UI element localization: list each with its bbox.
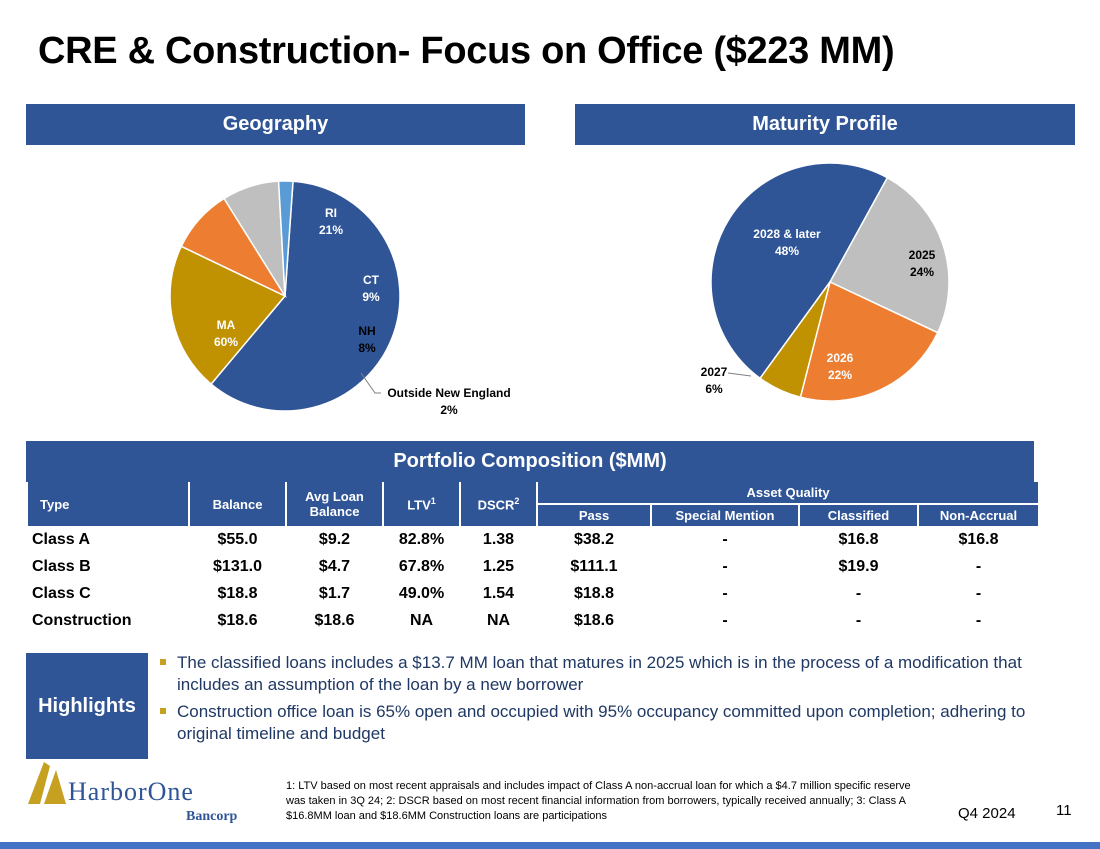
pie-leader-line [727,372,752,377]
table-cell-pass: $111.1 [570,557,618,575]
pie-label-value: 9% [362,290,380,304]
table-cell-balance: $18.8 [217,584,258,602]
col-dscr: DSCR2 [461,482,536,526]
table-cell-dscr: 1.38 [482,530,515,548]
table-cell-dscr: 1.54 [482,584,515,602]
pie-slice-outside-new-england [277,180,294,297]
bullet-square-icon [160,659,166,665]
table-row: Class B $131.0 $4.7 67.8% 1.25 $111.1 - $19.9 - [28,553,1038,580]
table-row: Class A $55.0 $9.2 82.8% 1.38 $38.2 - $16.8 $16.… [28,526,1038,553]
table-cell-type: Construction [32,611,132,629]
pie-label-name: RI [325,206,337,220]
pie-label-name: MA [217,318,236,332]
col-asset-quality: Asset Quality [538,482,1039,505]
table-cell-dscr: 1.25 [482,557,515,575]
table-cell-avg: $4.7 [318,557,351,575]
col-type: Type [28,482,188,526]
table-cell-avg: $1.7 [318,584,351,602]
table-cell-pass: $38.2 [573,530,615,548]
pie-slice-2027 [759,281,831,399]
pie-slice-ma [210,180,401,412]
col-avg-loan: Avg Loan Balance [287,482,382,526]
col-pass: Pass [538,505,650,526]
col-ltv: LTV1 [384,482,459,526]
table-cell-ltv: NA [409,611,434,629]
col-classified: Classified [800,505,917,526]
pie-label-value: 21% [319,223,343,237]
table-cell-nonaccrual: $16.8 [958,530,999,548]
pie-label-value: 2% [440,403,458,417]
table-cell-ltv: 82.8% [398,530,445,548]
table-cell-nonaccrual: - [975,557,982,575]
table-cell-type: Class C [32,584,91,602]
table-cell-type: Class B [32,557,91,575]
table-cell-nonaccrual: - [975,611,982,629]
pie-label-value: 24% [910,265,934,279]
page-title: CRE & Construction- Focus on Office ($22… [38,30,895,72]
table-cell-classified: - [855,611,862,629]
table-cell-ltv: 49.0% [398,584,445,602]
pie-label-value: 48% [775,244,799,258]
portfolio-header: Portfolio Composition ($MM) [26,441,1034,482]
col-non-accrual: Non-Accrual [919,505,1039,526]
pie-label-name: NH [358,324,375,338]
maturity-pie-chart: 2028 & later 48% 2025 24% 2026 22% 2027 6% [690,155,980,420]
table-cell-ltv: 67.8% [398,557,445,575]
table-cell-classified: $16.8 [838,530,879,548]
pie-slice-2028-later [710,162,889,380]
table-cell-pass: $18.8 [573,584,615,602]
bottom-bar [0,842,1100,849]
table-cell-classified: $19.9 [838,557,879,575]
highlight-item: Construction office loan is 65% open and… [160,701,1040,745]
pie-label-name: 2026 [827,351,854,365]
highlights-label: Highlights [26,653,148,759]
pie-slice-ri [169,245,287,386]
pie-slice-2025 [828,176,950,334]
highlights-list: The classified loans includes a $13.7 MM… [160,652,1040,750]
highlight-item: The classified loans includes a $13.7 MM… [160,652,1040,696]
pie-label-name: 2028 & later [753,227,821,241]
col-balance: Balance [190,482,285,526]
table-cell-special: - [722,530,728,548]
pie-label-value: 8% [358,341,376,355]
table-cell-special: - [722,557,728,575]
table-cell-pass: $18.6 [573,611,615,629]
pie-slice-2026 [799,280,939,402]
svg-text:HarborOne: HarborOne [68,777,194,806]
pie-label-name: Outside New England [387,386,510,400]
pie-label-value: 6% [705,382,723,396]
portfolio-table: Type Balance Avg Loan Balance LTV1 DSCR2… [26,482,1040,634]
pie-label-value: 60% [214,335,238,349]
bullet-square-icon [160,708,166,714]
table-cell-avg: $9.2 [318,530,351,548]
table-cell-classified: - [855,584,862,602]
table-cell-balance: $131.0 [213,557,262,575]
pie-label-name: 2027 [701,365,728,379]
table-row: Construction $18.6 $18.6 NA NA $18.6 - - - [28,607,1038,634]
table-row: Class C $18.8 $1.7 49.0% 1.54 $18.8 - - - [28,580,1038,607]
geography-pie-chart: MA 60% RI 21% CT 9% NH 8% Outside New England 2% [150,165,550,440]
col-special-mention: Special Mention [652,505,798,526]
harborone-logo: HarborOne Bancorp [26,762,276,832]
table-cell-balance: $18.6 [217,611,258,629]
pie-leader-line [360,372,381,394]
pie-label-name: 2025 [909,248,936,262]
table-cell-nonaccrual: - [975,584,982,602]
table-cell-special: - [722,584,728,602]
quarter-label: Q4 2024 [958,805,1016,822]
pie-label-value: 22% [828,368,852,382]
table-cell-special: - [722,611,728,629]
table-cell-type: Class A [32,530,91,548]
svg-text:Bancorp: Bancorp [186,809,238,824]
pie-label-name: CT [363,273,380,287]
maturity-header: Maturity Profile [575,104,1075,145]
footnote: 1: LTV based on most recent appraisals a… [286,780,911,822]
table-cell-balance: $55.0 [217,530,258,548]
table-cell-avg: $18.6 [314,611,355,629]
page-number: 11 [1056,802,1072,819]
geography-header: Geography [26,104,525,145]
table-cell-dscr: NA [486,611,511,629]
